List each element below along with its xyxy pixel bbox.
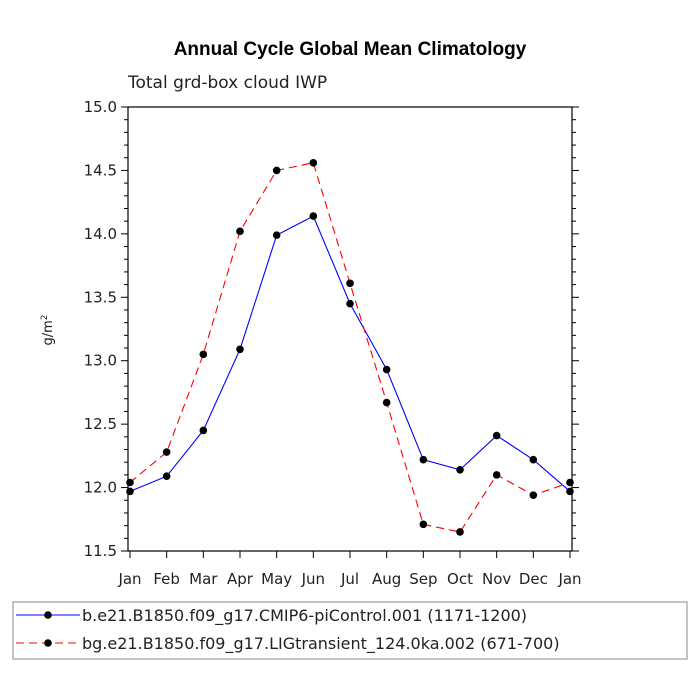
series-1-point bbox=[419, 455, 428, 464]
legend-label-2: bg.e21.B1850.f09_g17.LIGtransient_124.0k… bbox=[82, 634, 560, 654]
series-1-point bbox=[382, 365, 391, 374]
y-tick-label: 13.0 bbox=[84, 352, 117, 370]
series-1-point bbox=[236, 345, 244, 354]
y-axis-label: g/m2 bbox=[40, 314, 56, 345]
series-2-point bbox=[199, 350, 208, 359]
series-line-2 bbox=[129, 162, 571, 533]
y-tick-label: 14.0 bbox=[84, 225, 117, 243]
x-tick-label: Sep bbox=[409, 570, 437, 588]
x-tick-label: Jan bbox=[557, 570, 581, 588]
series-line-1 bbox=[129, 215, 571, 492]
series-2-point bbox=[566, 478, 574, 487]
series-2-point bbox=[529, 491, 538, 499]
series-1-point bbox=[566, 487, 574, 496]
series-2-point bbox=[346, 279, 354, 288]
y-tick-label: 11.5 bbox=[84, 542, 117, 560]
y-tick-label: 15.0 bbox=[84, 98, 117, 116]
legend-marker-1 bbox=[44, 611, 52, 619]
x-tick-label: Aug bbox=[372, 570, 401, 588]
series-1-point bbox=[492, 431, 501, 440]
chart-subtitle: Total grd-box cloud IWP bbox=[127, 73, 327, 93]
chart-title: Annual Cycle Global Mean Climatology bbox=[174, 39, 527, 60]
series-1-point bbox=[162, 472, 171, 480]
series-1-point bbox=[199, 426, 208, 435]
y-axis-label-base: g/m bbox=[41, 320, 56, 345]
series-1-point bbox=[272, 231, 281, 239]
legend-label-1: b.e21.B1850.f09_g17.CMIP6-piControl.001 … bbox=[82, 606, 527, 626]
series-2-point bbox=[272, 166, 281, 175]
x-tick-label: Jan bbox=[117, 570, 141, 588]
x-tick-label: Oct bbox=[447, 570, 473, 588]
x-tick-label: Apr bbox=[227, 570, 254, 588]
x-tick-label: Nov bbox=[482, 570, 511, 588]
x-tick-label: May bbox=[261, 570, 292, 588]
series-2-point bbox=[382, 398, 391, 407]
series-1-point bbox=[456, 466, 464, 474]
plot-frame bbox=[127, 106, 573, 552]
series-1-point bbox=[126, 487, 134, 496]
y-tick-label: 12.0 bbox=[84, 479, 117, 497]
x-tick-label: Mar bbox=[189, 570, 218, 588]
series-group bbox=[126, 159, 574, 536]
series-2-point bbox=[162, 448, 171, 456]
y-tick-label: 12.5 bbox=[84, 415, 117, 433]
series-1-point bbox=[346, 299, 354, 308]
legend: b.e21.B1850.f09_g17.CMIP6-piControl.001 … bbox=[12, 601, 688, 660]
y-tick-label: 14.5 bbox=[84, 161, 117, 179]
series-2-point bbox=[419, 520, 428, 529]
legend-marker-2 bbox=[44, 639, 52, 647]
series-1-point bbox=[529, 455, 538, 464]
x-tick-label: Dec bbox=[519, 570, 548, 588]
axes: 11.5 12.0 12.5 13.0 13.5 14.0 14.5 15.0 Jan Feb Ma… bbox=[84, 98, 582, 588]
y-tick-label: 13.5 bbox=[84, 288, 117, 306]
x-tick-label: Feb bbox=[153, 570, 180, 588]
series-1-point bbox=[309, 212, 318, 220]
y-axis-label-sup: 2 bbox=[40, 314, 50, 320]
legend-box bbox=[12, 601, 688, 660]
series-2-point bbox=[309, 159, 318, 167]
x-tick-label: Jun bbox=[301, 570, 325, 588]
series-2-point bbox=[456, 528, 464, 536]
series-2-point bbox=[236, 227, 244, 236]
series-2-point bbox=[492, 471, 501, 479]
series-2-point bbox=[126, 478, 134, 487]
x-tick-label: Jul bbox=[340, 570, 359, 588]
